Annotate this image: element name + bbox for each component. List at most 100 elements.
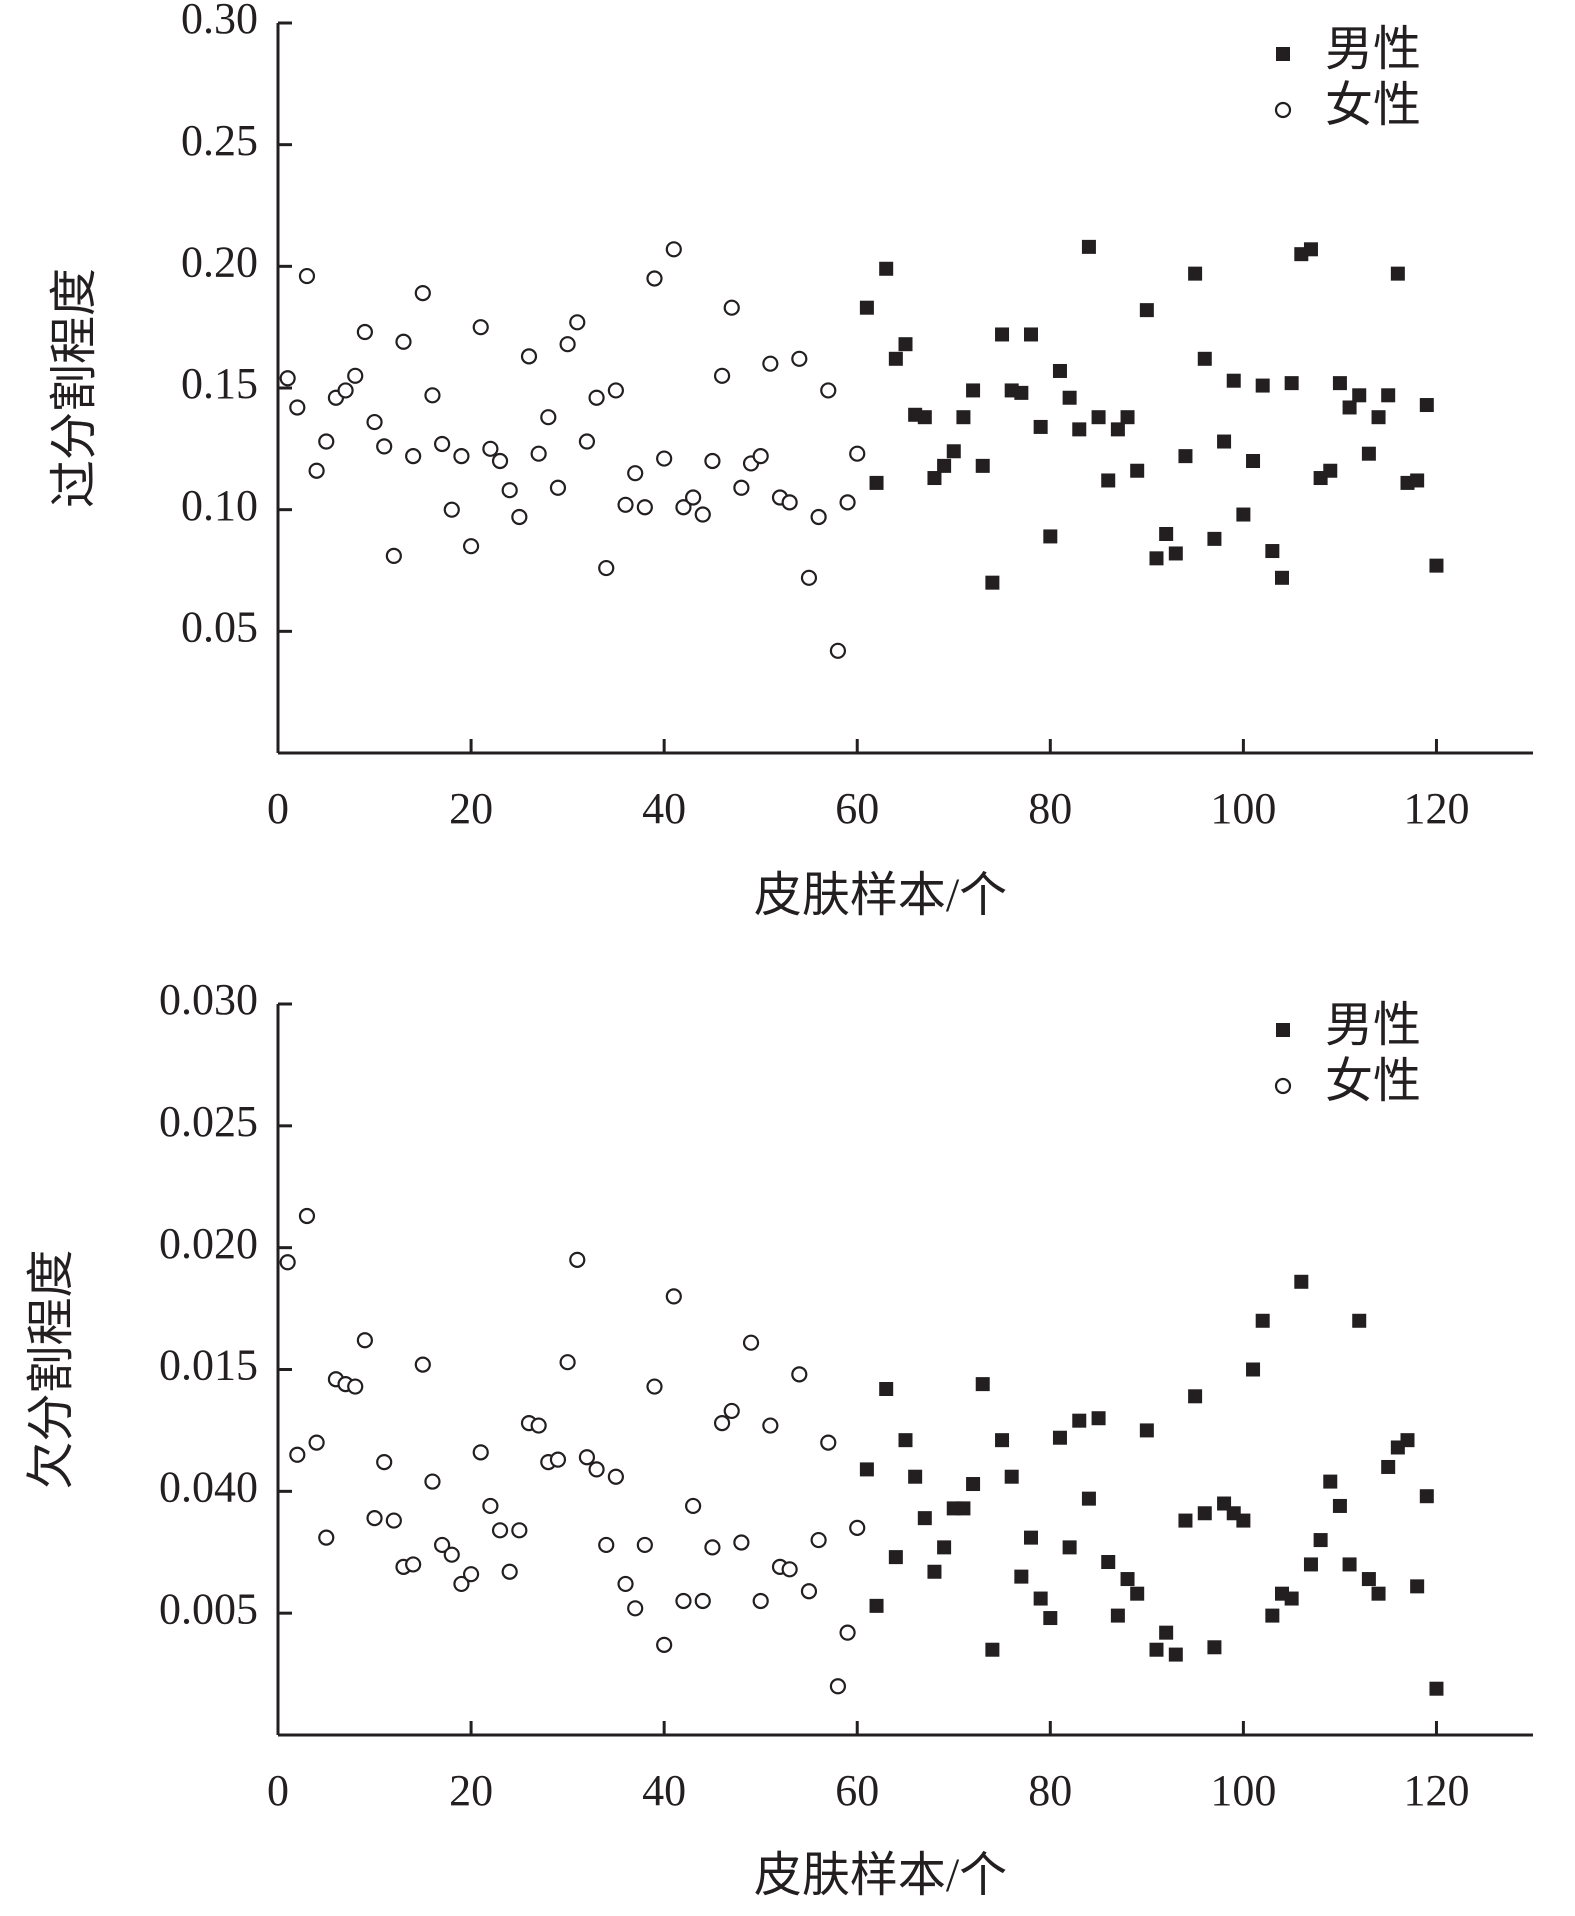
point <box>405 448 422 465</box>
point <box>1419 398 1434 413</box>
point <box>879 261 894 276</box>
point <box>975 1377 990 1392</box>
x-axis-title: 皮肤样本/个 <box>754 869 1007 922</box>
point <box>985 1642 1000 1657</box>
point <box>1265 1608 1280 1623</box>
point <box>656 450 673 467</box>
y-tick-label: 0.20 <box>181 237 258 286</box>
point <box>713 367 731 384</box>
point <box>385 547 402 565</box>
point <box>1429 558 1444 573</box>
point <box>675 499 692 516</box>
x-tick-label: 60 <box>835 784 879 833</box>
point <box>820 1434 837 1451</box>
x-axis-title: 皮肤样本/个 <box>754 1849 1007 1902</box>
point <box>839 1624 856 1641</box>
point <box>347 1378 364 1395</box>
point <box>879 1381 894 1396</box>
x-tick-label: 0 <box>267 1766 289 1815</box>
point <box>1352 1313 1367 1328</box>
point <box>1246 454 1261 468</box>
point <box>356 1332 373 1349</box>
y-tick-label: 0.005 <box>159 1584 258 1633</box>
point <box>1342 1557 1357 1572</box>
point <box>1168 1647 1183 1662</box>
point <box>1159 527 1174 541</box>
point <box>694 506 711 523</box>
point <box>713 1415 731 1432</box>
point <box>443 1546 460 1563</box>
point <box>617 1575 634 1593</box>
y-axis-title: 欠分割程度 <box>25 1249 78 1489</box>
point <box>704 452 721 470</box>
point <box>898 337 913 352</box>
point <box>1255 378 1270 393</box>
point <box>491 452 509 470</box>
point <box>742 1334 760 1351</box>
point <box>849 445 866 462</box>
point <box>1361 446 1376 461</box>
point <box>1265 544 1280 559</box>
point <box>1014 385 1029 400</box>
point <box>1400 1433 1415 1448</box>
point <box>810 508 827 526</box>
point <box>588 1461 605 1478</box>
point <box>520 348 538 365</box>
point <box>1110 1608 1125 1623</box>
y-axis-title: 过分割程度 <box>48 268 101 508</box>
point <box>1081 239 1096 254</box>
point <box>569 1251 586 1268</box>
point <box>289 1446 306 1463</box>
y-tick-label: 0.015 <box>159 1341 258 1390</box>
point <box>859 1462 874 1477</box>
point <box>1217 434 1232 449</box>
x-tick-label: 120 <box>1403 784 1469 833</box>
point <box>1188 266 1203 281</box>
point <box>1130 463 1145 478</box>
point <box>975 458 990 473</box>
x-tick-label: 0 <box>267 784 289 833</box>
point <box>318 433 335 450</box>
point <box>1236 507 1251 522</box>
point <box>627 1600 644 1617</box>
point <box>829 642 847 659</box>
point <box>1371 1586 1386 1601</box>
point <box>1275 570 1289 585</box>
point <box>1081 1491 1096 1506</box>
point <box>1052 1430 1067 1445</box>
point <box>1236 1513 1251 1528</box>
point <box>337 382 354 399</box>
point <box>791 350 808 367</box>
point <box>1284 1591 1299 1606</box>
point <box>800 569 818 586</box>
point <box>318 1529 335 1546</box>
point <box>530 445 547 462</box>
point <box>1207 531 1222 546</box>
point <box>1323 463 1338 478</box>
point <box>279 1254 296 1271</box>
point <box>810 1531 827 1549</box>
point <box>462 1566 480 1583</box>
point <box>704 1539 721 1556</box>
legend-label: 女性 <box>1325 1055 1421 1108</box>
point <box>820 382 837 399</box>
legend-label: 女性 <box>1325 79 1421 132</box>
point <box>1429 1681 1444 1696</box>
point <box>1371 410 1386 425</box>
point <box>995 327 1010 342</box>
point <box>1303 1557 1318 1572</box>
y-tick-label: 0.040 <box>159 1462 258 1511</box>
point <box>530 1417 547 1434</box>
point <box>646 270 663 287</box>
point <box>414 1356 431 1373</box>
point <box>927 471 942 486</box>
point <box>607 382 624 399</box>
point <box>888 351 903 366</box>
point <box>1197 351 1212 366</box>
point <box>482 1497 499 1515</box>
legend-marker <box>1274 101 1292 119</box>
point <box>956 1501 971 1516</box>
point <box>888 1550 903 1565</box>
legend-label: 男性 <box>1325 999 1421 1052</box>
point <box>917 1511 932 1526</box>
